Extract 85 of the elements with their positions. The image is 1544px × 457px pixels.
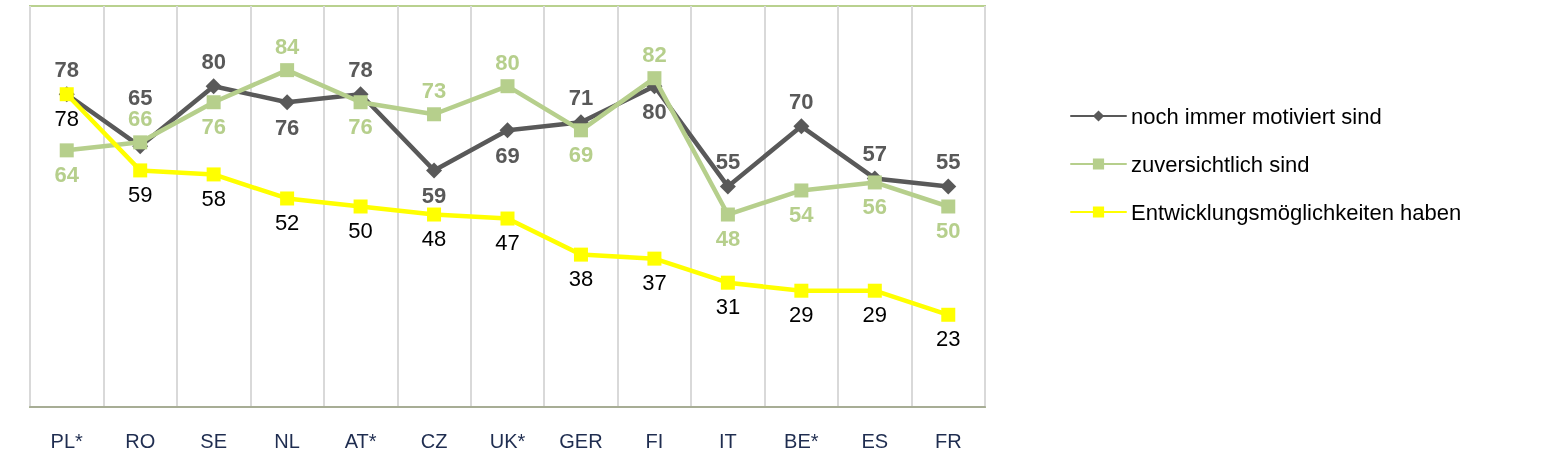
data-label: 78 [54, 105, 79, 131]
point [647, 71, 662, 86]
data-label: 59 [127, 181, 153, 207]
point [59, 143, 74, 158]
data-label: 55 [715, 148, 741, 174]
data-label: 76 [201, 113, 226, 139]
x-tick-label: ES [861, 430, 889, 452]
data-label: 71 [568, 84, 594, 110]
point [426, 162, 443, 179]
data-label: 38 [568, 266, 594, 292]
data-label: 78 [54, 56, 79, 82]
x-tick-label: AT* [344, 430, 377, 452]
point [500, 79, 515, 94]
data-label: 48 [715, 226, 741, 252]
data-label: 80 [642, 98, 667, 124]
point [206, 95, 221, 110]
point [500, 211, 515, 226]
point [867, 283, 882, 298]
data-label: 78 [348, 56, 373, 82]
x-tick-label: BE* [784, 430, 819, 452]
legend-label: Entwicklungsmöglichkeiten haben [1131, 199, 1462, 225]
point [573, 123, 588, 138]
legend-label: zuversichtlich sind [1131, 151, 1310, 177]
data-label: 29 [789, 302, 814, 328]
point [280, 63, 295, 78]
point [133, 135, 148, 150]
data-label: 57 [862, 140, 888, 166]
point [719, 178, 736, 195]
point [205, 78, 222, 95]
point [720, 207, 735, 222]
point [867, 175, 882, 190]
x-tick-label: FI [645, 430, 664, 452]
data-label: 50 [348, 218, 373, 243]
point [793, 118, 810, 135]
data-label: 59 [421, 182, 447, 208]
point [206, 167, 221, 182]
point [427, 107, 442, 122]
point [279, 94, 296, 111]
data-label: 80 [201, 48, 226, 74]
x-tick-label: CZ [420, 430, 448, 452]
point [427, 207, 442, 222]
data-label: 23 [936, 326, 961, 352]
data-label: 64 [54, 161, 80, 187]
point [280, 191, 295, 206]
point [941, 307, 956, 322]
point [794, 283, 809, 298]
point [647, 251, 662, 266]
data-label: 37 [642, 270, 667, 296]
point [353, 199, 368, 214]
point [720, 275, 735, 290]
data-label: 48 [421, 226, 447, 252]
data-label: 58 [201, 185, 226, 211]
data-label: 31 [715, 294, 741, 320]
legend-label: noch immer motiviert sind [1131, 103, 1382, 129]
data-label: 69 [495, 142, 520, 168]
x-tick-label: GER [559, 430, 603, 452]
data-label: 70 [789, 88, 814, 114]
data-label: 76 [274, 114, 300, 140]
data-label: 50 [936, 218, 961, 243]
data-label: 76 [348, 113, 373, 139]
x-tick-label: FR [934, 430, 962, 452]
data-label: 56 [862, 193, 888, 219]
data-label: 80 [495, 49, 520, 75]
x-tick-label: SE [200, 430, 227, 452]
data-label: 82 [642, 41, 667, 67]
data-label: 54 [789, 201, 815, 227]
x-tick-label: PL* [50, 430, 84, 452]
point [573, 247, 588, 262]
data-label: 52 [274, 209, 300, 235]
x-tick-label: UK* [489, 430, 526, 452]
x-tick-label: RO [125, 430, 156, 452]
point [353, 95, 368, 110]
data-label: 73 [421, 77, 447, 103]
point [133, 163, 148, 178]
x-tick-label: NL [274, 430, 300, 452]
data-label: 29 [862, 302, 888, 328]
point [940, 178, 957, 195]
point [794, 183, 809, 198]
data-label: 84 [274, 33, 301, 59]
point [499, 122, 516, 139]
point [941, 199, 956, 214]
data-label: 55 [936, 148, 961, 174]
data-label: 69 [568, 141, 594, 167]
data-label: 47 [495, 230, 520, 256]
x-tick-label: IT [718, 430, 737, 452]
